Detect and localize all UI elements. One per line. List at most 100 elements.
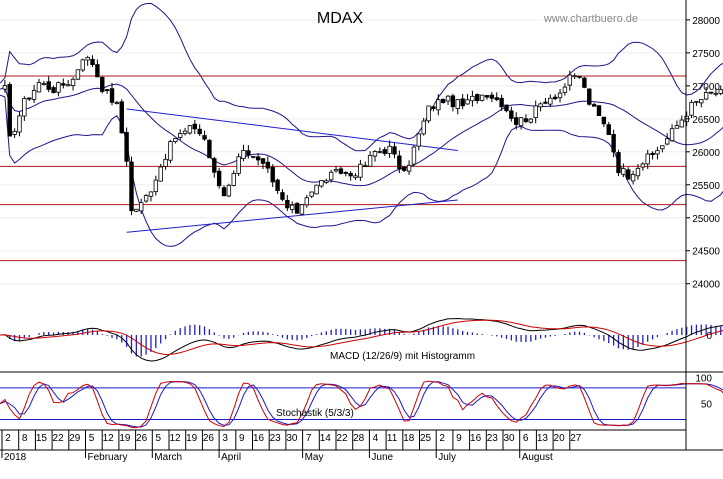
candle-body (567, 74, 572, 86)
candle-body (139, 202, 144, 212)
candle-body (557, 92, 563, 99)
candle-body (669, 128, 675, 142)
candle-body (591, 104, 597, 107)
candle-body (635, 167, 641, 177)
date-tick-label: 18 (403, 433, 415, 444)
candle-body (173, 138, 178, 142)
date-tick-label: 9 (239, 433, 245, 444)
candle-body (703, 92, 709, 100)
candle-body (699, 99, 704, 104)
date-tick-label: 20 (554, 433, 566, 444)
month-label: March (154, 452, 182, 463)
date-tick-label: 15 (36, 433, 48, 444)
date-tick-label: 12 (103, 433, 115, 444)
candle-body (285, 199, 290, 209)
candle-body (596, 105, 602, 117)
candle-body (436, 99, 441, 111)
bollinger-upper-line (0, 2, 723, 152)
candle-body (494, 97, 499, 101)
candle-body (221, 187, 227, 197)
date-tick-label: 2 (5, 433, 11, 444)
date-tick-label: 14 (320, 433, 332, 444)
candle-body (382, 149, 387, 154)
candle-body (207, 139, 212, 159)
grid-layer (0, 19, 686, 285)
candle-body (100, 76, 105, 92)
candle-body (153, 179, 159, 193)
candle-body (504, 104, 509, 112)
candle-body (265, 161, 271, 169)
candle-body (119, 101, 124, 134)
candle-body (572, 75, 577, 78)
date-tick-label: 16 (470, 433, 482, 444)
candle-body (421, 120, 426, 135)
candle-body (246, 150, 251, 156)
candle-body (377, 151, 383, 153)
macd-label: MACD (12/26/9) mit Histogramm (330, 351, 475, 362)
candle-body (626, 169, 631, 180)
candle-body (363, 165, 368, 168)
bollinger-layer (0, 2, 723, 247)
candle-body (251, 156, 256, 158)
candle-body (114, 102, 120, 104)
price-tick-label: 28000 (692, 16, 720, 27)
candle-body (621, 168, 626, 175)
month-label: April (221, 452, 241, 463)
candle-body (543, 101, 548, 104)
candle-body (514, 117, 519, 125)
candle-body (694, 100, 699, 103)
candle-body (611, 134, 616, 153)
candle-body (314, 184, 319, 195)
date-tick-label: 30 (286, 433, 298, 444)
date-tick-label: 16 (253, 433, 265, 444)
candle-body (260, 158, 266, 164)
date-tick-label: 27 (570, 433, 582, 444)
candle-body (640, 163, 646, 168)
candle-body (664, 138, 670, 145)
candle-body (484, 95, 490, 98)
candle-body (660, 145, 665, 150)
candle-body (231, 173, 236, 186)
candle-body (538, 103, 543, 108)
candle-body (416, 133, 422, 147)
macd-tick-label: 0 (706, 331, 712, 342)
candle-body (294, 202, 300, 214)
candle-body (12, 130, 17, 135)
date-tick-label: 4 (373, 433, 379, 444)
month-label: February (88, 452, 128, 463)
candle-body (280, 192, 285, 200)
candle-body (392, 146, 397, 155)
candle-body (158, 166, 163, 182)
candle-body (46, 81, 51, 90)
candle-body (129, 161, 134, 212)
month-label: July (438, 452, 456, 463)
candle-body (343, 172, 348, 174)
candle-body (80, 59, 85, 71)
candle-body (163, 158, 168, 167)
date-tick-label: 12 (169, 433, 181, 444)
candle-body (655, 150, 660, 155)
candle-body (587, 88, 592, 105)
candle-body (202, 135, 207, 140)
candle-body (577, 75, 582, 78)
stochastic-tick-label: 50 (701, 400, 713, 411)
date-tick-label: 22 (53, 433, 65, 444)
candle-body (645, 153, 650, 165)
stochastic-panel (0, 380, 723, 429)
support-levels-layer (0, 75, 686, 262)
date-tick-label: 2 (439, 433, 445, 444)
candle-body (601, 116, 607, 125)
bollinger-middle-line (0, 83, 723, 187)
month-label: 2018 (4, 452, 27, 463)
candle-body (304, 197, 310, 206)
candle-body (518, 117, 524, 127)
candle-body (606, 124, 611, 136)
date-tick-label: 13 (537, 433, 549, 444)
candle-body (22, 98, 27, 117)
price-tick-label: 25500 (692, 181, 720, 192)
candle-body (523, 118, 529, 122)
date-tick-label: 29 (69, 433, 81, 444)
date-tick-label: 23 (270, 433, 282, 444)
price-tick-label: 27500 (692, 49, 720, 60)
